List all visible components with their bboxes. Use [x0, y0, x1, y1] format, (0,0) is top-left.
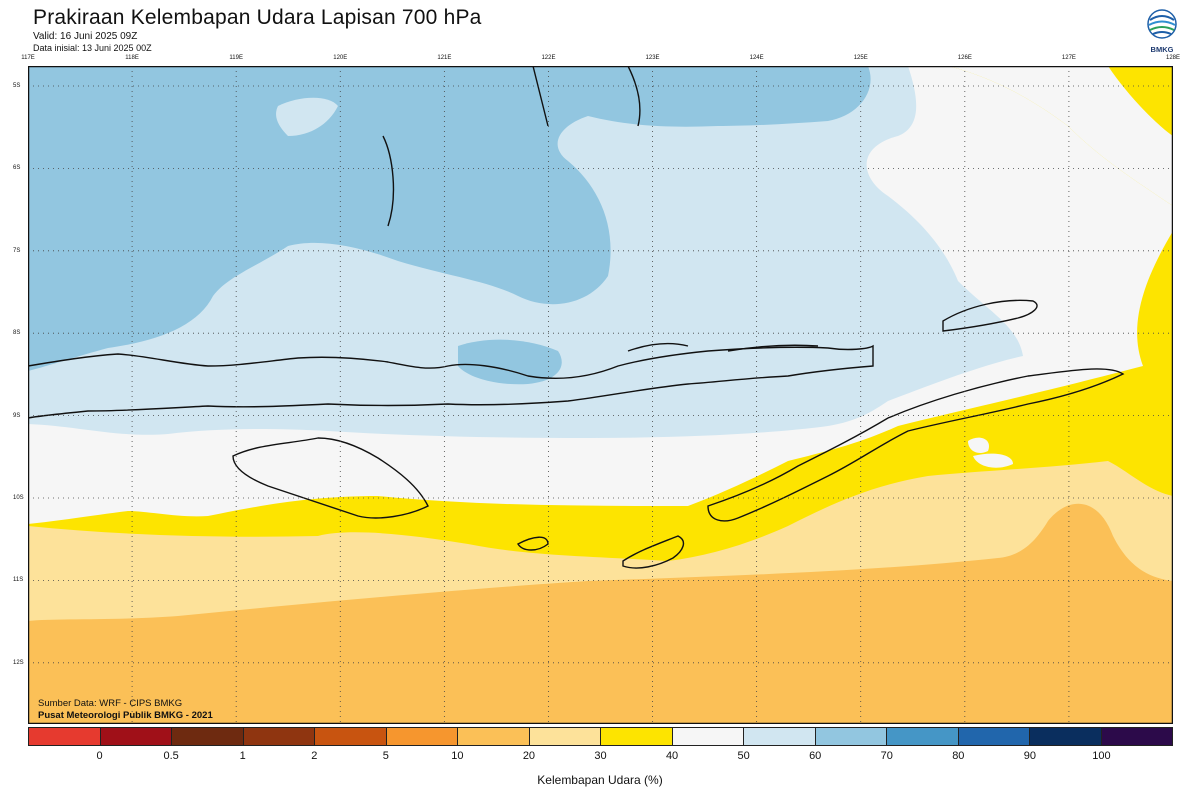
colorbar-swatch	[601, 728, 673, 745]
colorbar-swatch	[1101, 728, 1172, 745]
map-frame	[28, 66, 1173, 724]
colorbar-tick: 2	[311, 750, 318, 762]
colorbar-tick: 90	[1023, 750, 1036, 762]
lon-label: 128E	[1165, 55, 1181, 61]
colorbar-swatch	[529, 728, 601, 745]
sawu-coast	[517, 536, 549, 551]
colorbar-title: Kelembapan Udara (%)	[537, 773, 663, 787]
credits: Sumber Data: WRF - CIPS BMKG Pusat Meteo…	[38, 698, 213, 722]
colorbar-tick: 5	[382, 750, 389, 762]
lat-label: 9S	[13, 412, 21, 419]
humidity-map	[28, 66, 1173, 724]
lon-label: 126E	[957, 55, 972, 61]
gridlines	[28, 66, 1173, 724]
colorbar-swatch	[958, 728, 1030, 745]
bmkg-logo: BMKG	[1147, 9, 1177, 54]
colorbar-swatch	[100, 728, 172, 745]
lon-label: 117E	[21, 55, 35, 61]
timor-coast	[707, 368, 1125, 522]
alor-coast	[627, 342, 819, 352]
wetar-coast	[942, 299, 1038, 332]
colorbar-swatch	[672, 728, 744, 745]
zone-40-50	[28, 66, 1173, 206]
lon-label: 127E	[1061, 55, 1076, 61]
coastlines	[28, 66, 1125, 569]
lon-label: 120E	[333, 55, 348, 61]
colorbar-swatch	[458, 728, 530, 745]
valid-time: Valid: 16 Juni 2025 09Z	[33, 31, 138, 42]
lon-label: 121E	[437, 55, 452, 61]
lon-label: 119E	[229, 55, 243, 61]
colorbar-tick: 80	[952, 750, 965, 762]
lon-label: 122E	[541, 55, 556, 61]
lat-label: 8S	[13, 330, 21, 337]
lon-label: 124E	[749, 55, 764, 61]
colorbar-tick: 70	[880, 750, 893, 762]
svg-text:BMKG: BMKG	[1151, 45, 1174, 54]
zone-40-50-hole	[968, 437, 989, 453]
lon-label: 123E	[645, 55, 660, 61]
zone-50-60-hole	[276, 97, 338, 136]
colorbar-tick: 10	[451, 750, 464, 762]
colorbar-tick: 0	[96, 750, 103, 762]
colorbar-tick: 40	[665, 750, 679, 762]
colorbar-swatch	[386, 728, 458, 745]
colorbar-swatch	[172, 728, 244, 745]
colorbar-tick: 50	[737, 750, 750, 762]
data-source: Sumber Data: WRF - CIPS BMKG	[38, 698, 183, 709]
publisher: Pusat Meteorologi Publik BMKG - 2021	[38, 710, 213, 721]
zone-60-70-island	[458, 339, 562, 385]
lat-label: 12S	[13, 659, 24, 666]
colorbar-swatch	[887, 728, 959, 745]
zone-60-70	[28, 66, 871, 371]
lon-label: 125E	[853, 55, 868, 61]
lat-label: 10S	[13, 495, 24, 501]
colorbar-swatch	[315, 728, 387, 745]
lat-label: 7S	[13, 247, 21, 254]
lat-label: 5S	[13, 83, 21, 89]
sumba-coast	[232, 437, 429, 519]
colorbar-swatch	[1030, 728, 1102, 745]
sulawesi-coast	[382, 66, 641, 227]
colorbar-swatch	[815, 728, 887, 745]
colorbar-tick: 60	[809, 750, 822, 762]
lat-label: 6S	[13, 165, 21, 172]
colorbar-swatch	[29, 728, 101, 745]
lat-label: 11S	[13, 577, 24, 584]
zone-40-50-hole2	[973, 453, 1013, 468]
colorbar-tick: 0.5	[163, 750, 179, 762]
init-time: Data inisial: 13 Juni 2025 00Z	[33, 43, 152, 53]
rote-coast	[622, 535, 685, 569]
colorbar-tick: 30	[594, 750, 607, 762]
map-title: Prakiraan Kelembapan Udara Lapisan 700 h…	[33, 6, 482, 29]
lon-label: 118E	[125, 55, 139, 61]
colorbar-tick: 1	[239, 750, 246, 762]
colorbar-swatch	[243, 728, 315, 745]
colorbar-tick: 100	[1092, 750, 1111, 762]
colorbar-tick: 20	[522, 750, 536, 762]
colorbar-swatch	[744, 728, 816, 745]
colorbar	[28, 727, 1173, 746]
